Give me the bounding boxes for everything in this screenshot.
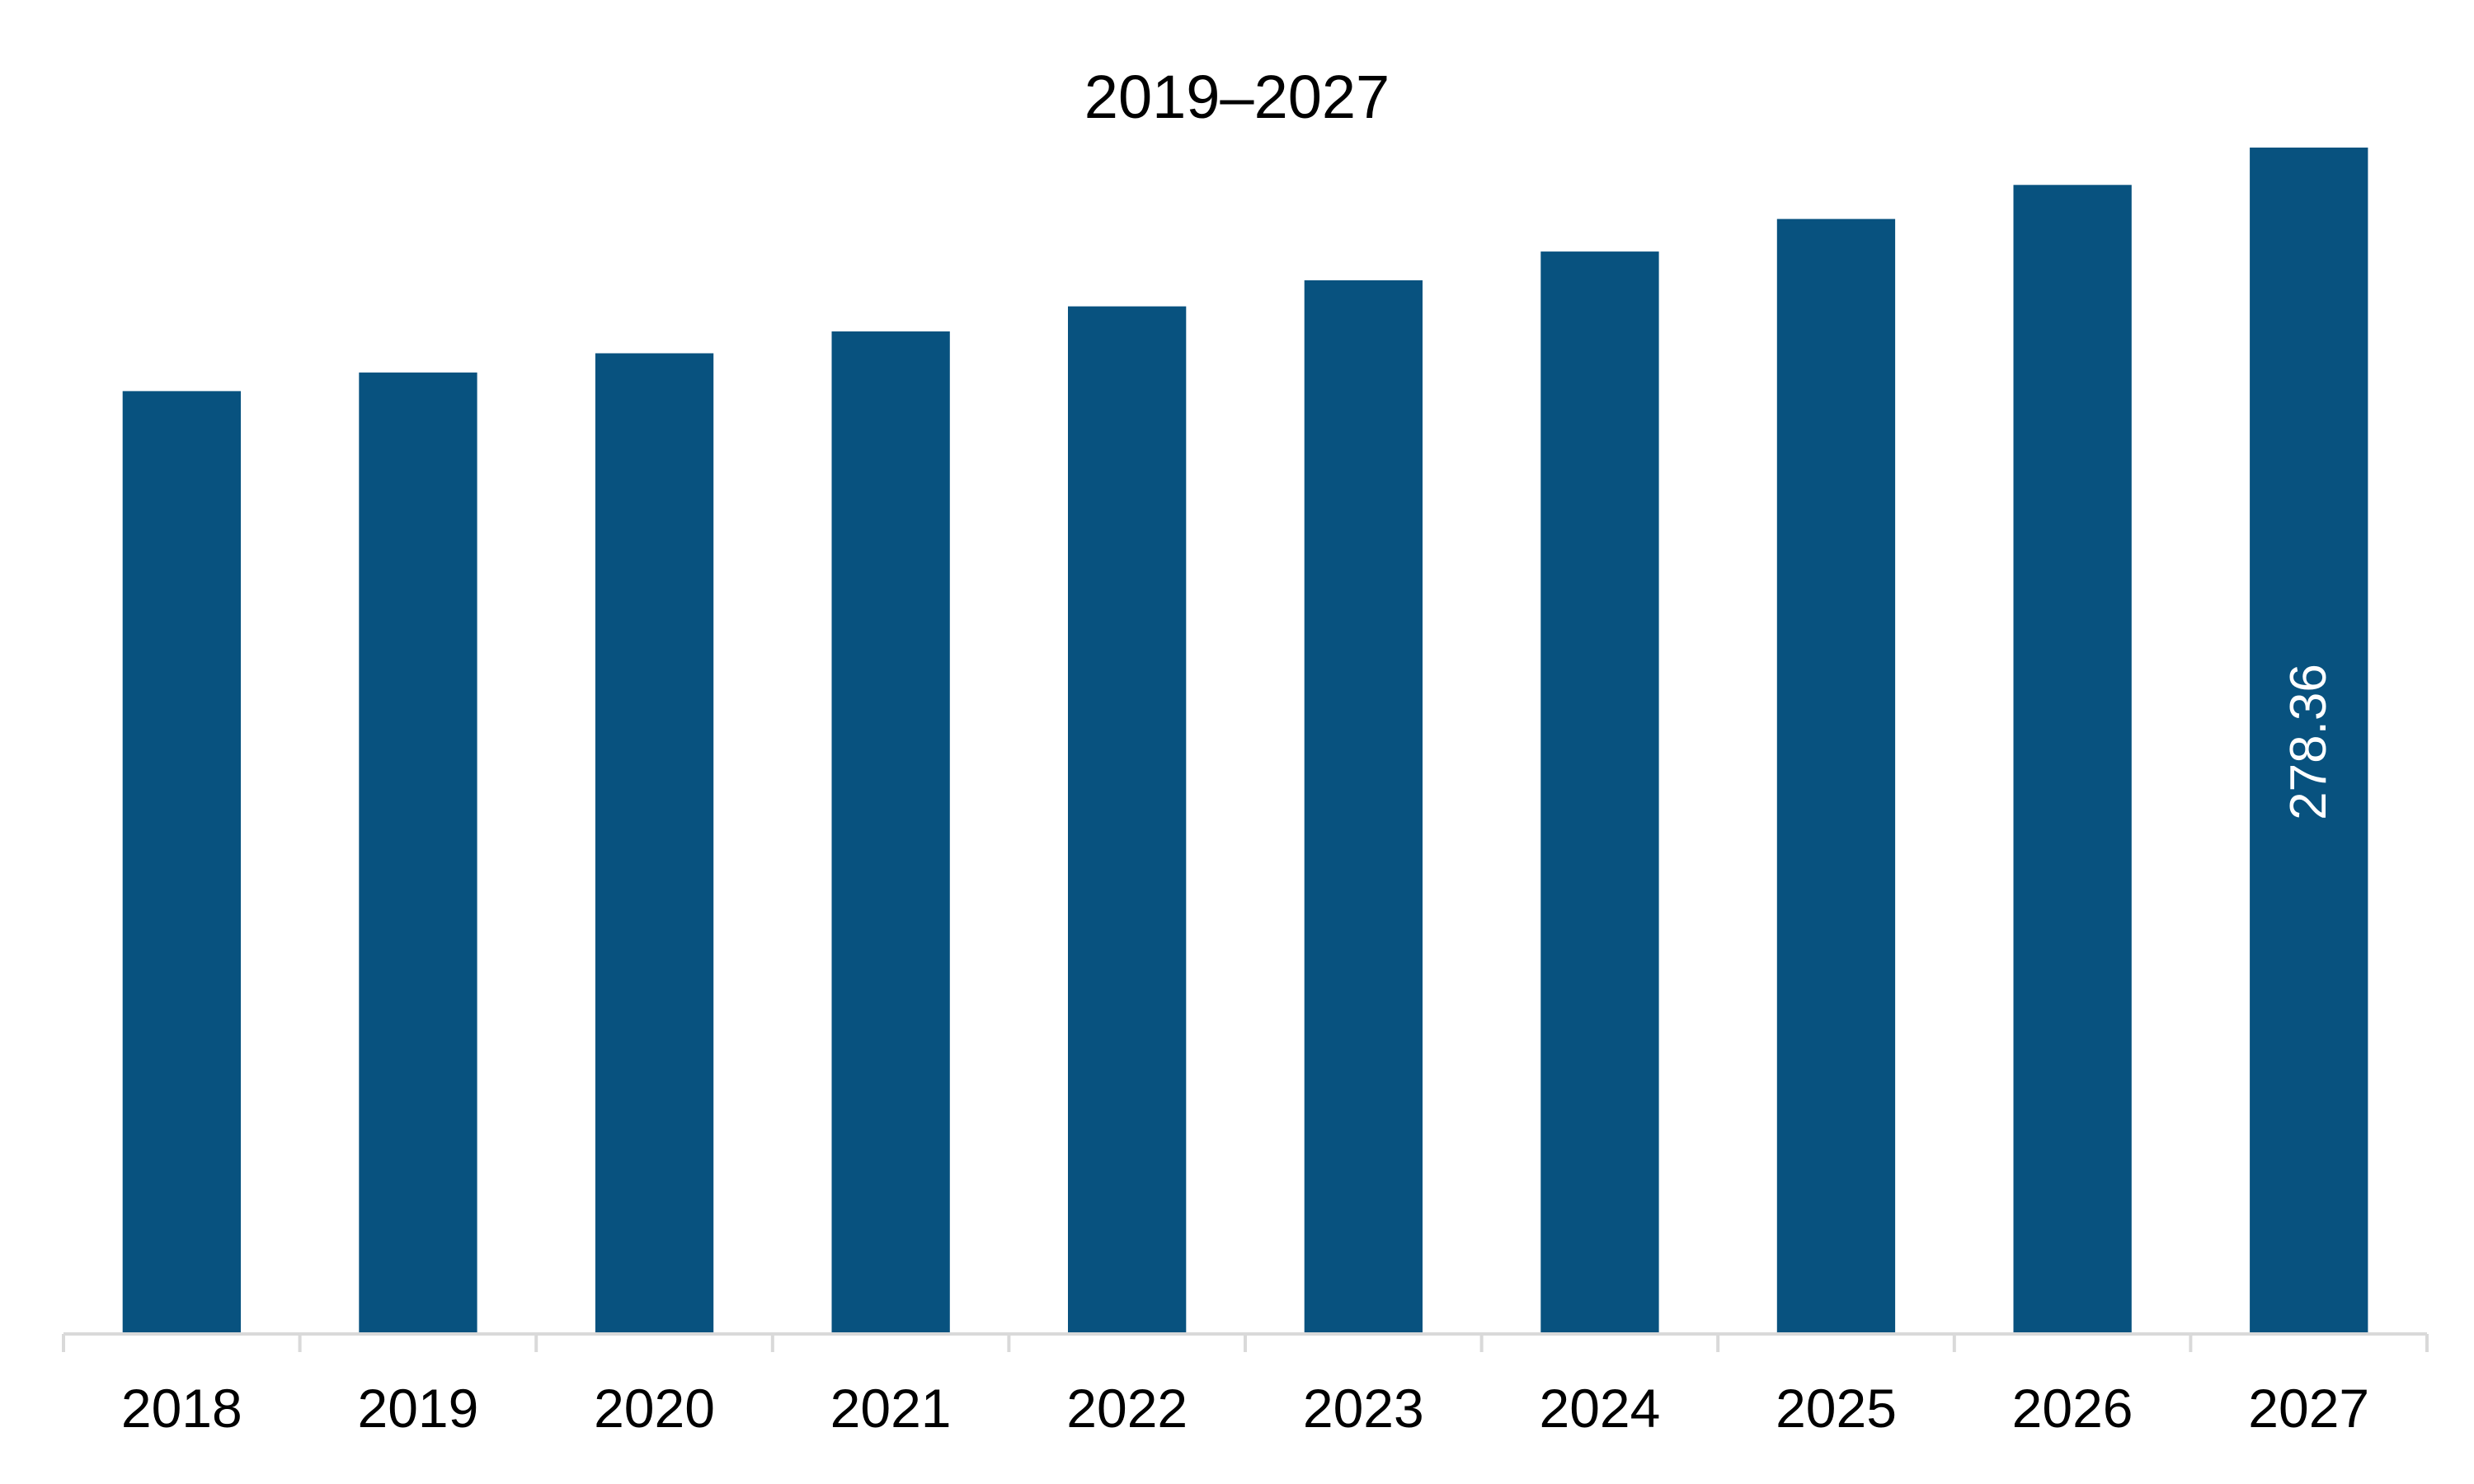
bar-2025 xyxy=(1776,218,1896,1335)
bar-2018 xyxy=(122,391,241,1334)
bar-2019 xyxy=(359,372,477,1334)
x-tick-label-2022: 2022 xyxy=(1066,1378,1188,1439)
bar-2024 xyxy=(1540,251,1659,1335)
bar-2026 xyxy=(2013,185,2132,1334)
chart-title: 2019–2027 xyxy=(1084,63,1390,131)
bar-2022 xyxy=(1068,306,1187,1335)
x-tick-label-2018: 2018 xyxy=(121,1378,242,1439)
bar-2020 xyxy=(595,353,714,1334)
x-tick-label-2026: 2026 xyxy=(2012,1378,2133,1439)
bars-group xyxy=(122,148,2368,1335)
x-tick-label-2027: 2027 xyxy=(2248,1378,2369,1439)
x-tick-label-2019: 2019 xyxy=(357,1378,478,1439)
x-tick-label-2024: 2024 xyxy=(1539,1378,1660,1439)
x-tick-label-2023: 2023 xyxy=(1303,1378,1424,1439)
data-label-2027: 278.36 xyxy=(2280,664,2337,820)
bar-2023 xyxy=(1304,280,1423,1334)
x-axis xyxy=(62,1332,2429,1352)
x-tick-label-2021: 2021 xyxy=(830,1378,952,1439)
bar-2027 xyxy=(2250,148,2368,1334)
x-tick-label-2020: 2020 xyxy=(594,1378,715,1439)
bar-2021 xyxy=(831,331,950,1334)
data-labels: 278.36 xyxy=(2280,664,2337,820)
x-tick-labels: 2018 2019 2020 2021 2022 2023 2024 2025 2026 2027 xyxy=(121,1378,2369,1439)
x-tick-label-2025: 2025 xyxy=(1776,1378,1897,1439)
